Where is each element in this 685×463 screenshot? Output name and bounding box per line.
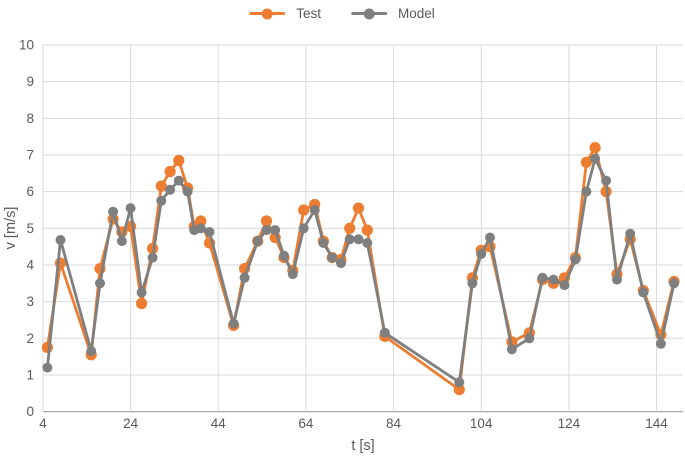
model-point — [182, 186, 193, 197]
test-point — [195, 215, 207, 227]
model-point — [467, 278, 478, 289]
legend-item-test: Test — [249, 6, 321, 21]
model-point — [336, 258, 346, 269]
x-tick-label: 144 — [645, 416, 668, 431]
y-tick-label: 5 — [26, 221, 34, 236]
model-point — [147, 252, 158, 263]
y-tick-label: 9 — [26, 74, 34, 89]
test-point — [352, 202, 365, 214]
model-point — [195, 223, 206, 234]
y-axis-title: v [m/s] — [3, 206, 19, 250]
chart-legend: Test Model — [249, 6, 435, 21]
test-point — [298, 204, 310, 216]
test-line — [46, 146, 676, 392]
model-point — [379, 327, 390, 338]
test-point — [260, 215, 273, 227]
legend-label-model: Model — [397, 6, 435, 21]
model-point — [173, 175, 184, 186]
model-point — [506, 344, 517, 355]
test-point — [136, 297, 148, 310]
model-point — [309, 205, 320, 215]
model-point — [362, 238, 373, 248]
test-point — [173, 154, 185, 167]
model-point — [116, 236, 127, 247]
test-point — [453, 384, 465, 396]
test-point — [155, 180, 167, 192]
y-tick-label: 10 — [19, 38, 34, 53]
model-point — [524, 333, 535, 344]
model-point — [559, 280, 570, 291]
model-point — [125, 203, 136, 214]
model-point — [581, 186, 592, 197]
y-tick-label: 8 — [26, 111, 34, 126]
y-tick-label: 2 — [26, 331, 34, 346]
model-point — [55, 235, 66, 245]
model-point — [239, 272, 250, 283]
model-point — [287, 269, 298, 280]
model-point — [590, 153, 601, 164]
x-tick-label: 64 — [298, 416, 314, 431]
y-tick-label: 1 — [26, 367, 34, 382]
model-point — [548, 274, 559, 285]
x-axis-title: t [s] — [351, 438, 375, 454]
model-point — [625, 228, 636, 239]
model-point — [655, 338, 666, 349]
test-point — [589, 142, 601, 154]
model-point — [95, 278, 105, 289]
model-point — [86, 346, 97, 357]
y-tick-label: 3 — [26, 294, 34, 309]
x-tick-label: 104 — [470, 416, 493, 431]
model-point — [318, 238, 329, 248]
model-line — [46, 157, 676, 384]
model-point — [42, 362, 53, 373]
model-point — [261, 225, 272, 236]
legend-label-test: Test — [296, 6, 321, 21]
x-tick-label: 124 — [558, 416, 581, 431]
series-model — [42, 153, 679, 388]
model-point — [165, 184, 176, 195]
model-point — [228, 318, 239, 329]
test-point — [164, 165, 176, 178]
model-point — [485, 232, 495, 243]
model-point — [204, 227, 215, 237]
model-point — [454, 377, 465, 388]
model-point — [612, 274, 622, 285]
x-tick-label: 24 — [123, 416, 139, 431]
model-point — [669, 278, 679, 289]
model-point — [344, 234, 355, 245]
model-point — [279, 250, 289, 261]
model-point — [570, 254, 581, 265]
model-point — [601, 175, 612, 186]
model-point — [136, 287, 147, 298]
model-point — [638, 287, 649, 298]
model-point — [108, 206, 119, 217]
model-point — [537, 272, 548, 283]
test-point — [344, 222, 356, 234]
model-series-marker-icon — [350, 8, 387, 20]
model-point — [476, 249, 487, 259]
model-point — [252, 236, 263, 247]
legend-item-model: Model — [350, 6, 435, 21]
test-point — [41, 341, 54, 353]
x-tick-label: 4 — [39, 416, 47, 431]
x-tick-label: 44 — [211, 416, 227, 431]
test-point — [580, 156, 593, 168]
y-tick-label: 7 — [26, 147, 34, 162]
test-point — [361, 224, 373, 236]
model-point — [353, 234, 364, 245]
x-tick-label: 84 — [386, 416, 402, 431]
y-tick-label: 6 — [26, 184, 34, 199]
model-point — [270, 225, 281, 236]
y-tick-label: 4 — [26, 257, 34, 272]
y-tick-label: 0 — [26, 404, 34, 419]
test-series-marker-icon — [249, 8, 286, 20]
model-point — [298, 223, 309, 234]
model-point — [327, 252, 338, 263]
model-point — [156, 195, 167, 206]
